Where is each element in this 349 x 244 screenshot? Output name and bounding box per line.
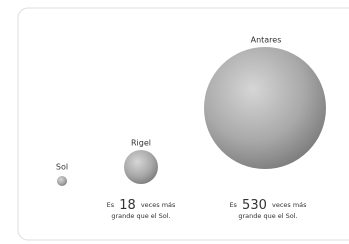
number: 530 xyxy=(242,198,267,213)
star-name: Sol xyxy=(56,163,68,172)
diagram: Sol Rigel Antares Es 18 veces más grande… xyxy=(0,0,349,244)
star-name: Antares xyxy=(251,36,282,45)
sol-sphere xyxy=(57,176,67,186)
antares-sphere xyxy=(204,47,326,169)
rigel-sphere xyxy=(124,150,158,184)
prefix: Es xyxy=(229,201,237,209)
suffix: veces más xyxy=(141,201,176,209)
suffix-line: grande que el Sol. xyxy=(111,212,170,220)
prefix: Es xyxy=(107,201,115,209)
number: 18 xyxy=(119,198,136,213)
star-name: Rigel xyxy=(131,139,151,148)
suffix: veces más xyxy=(272,201,307,209)
suffix-line: grande que el Sol. xyxy=(238,212,297,220)
